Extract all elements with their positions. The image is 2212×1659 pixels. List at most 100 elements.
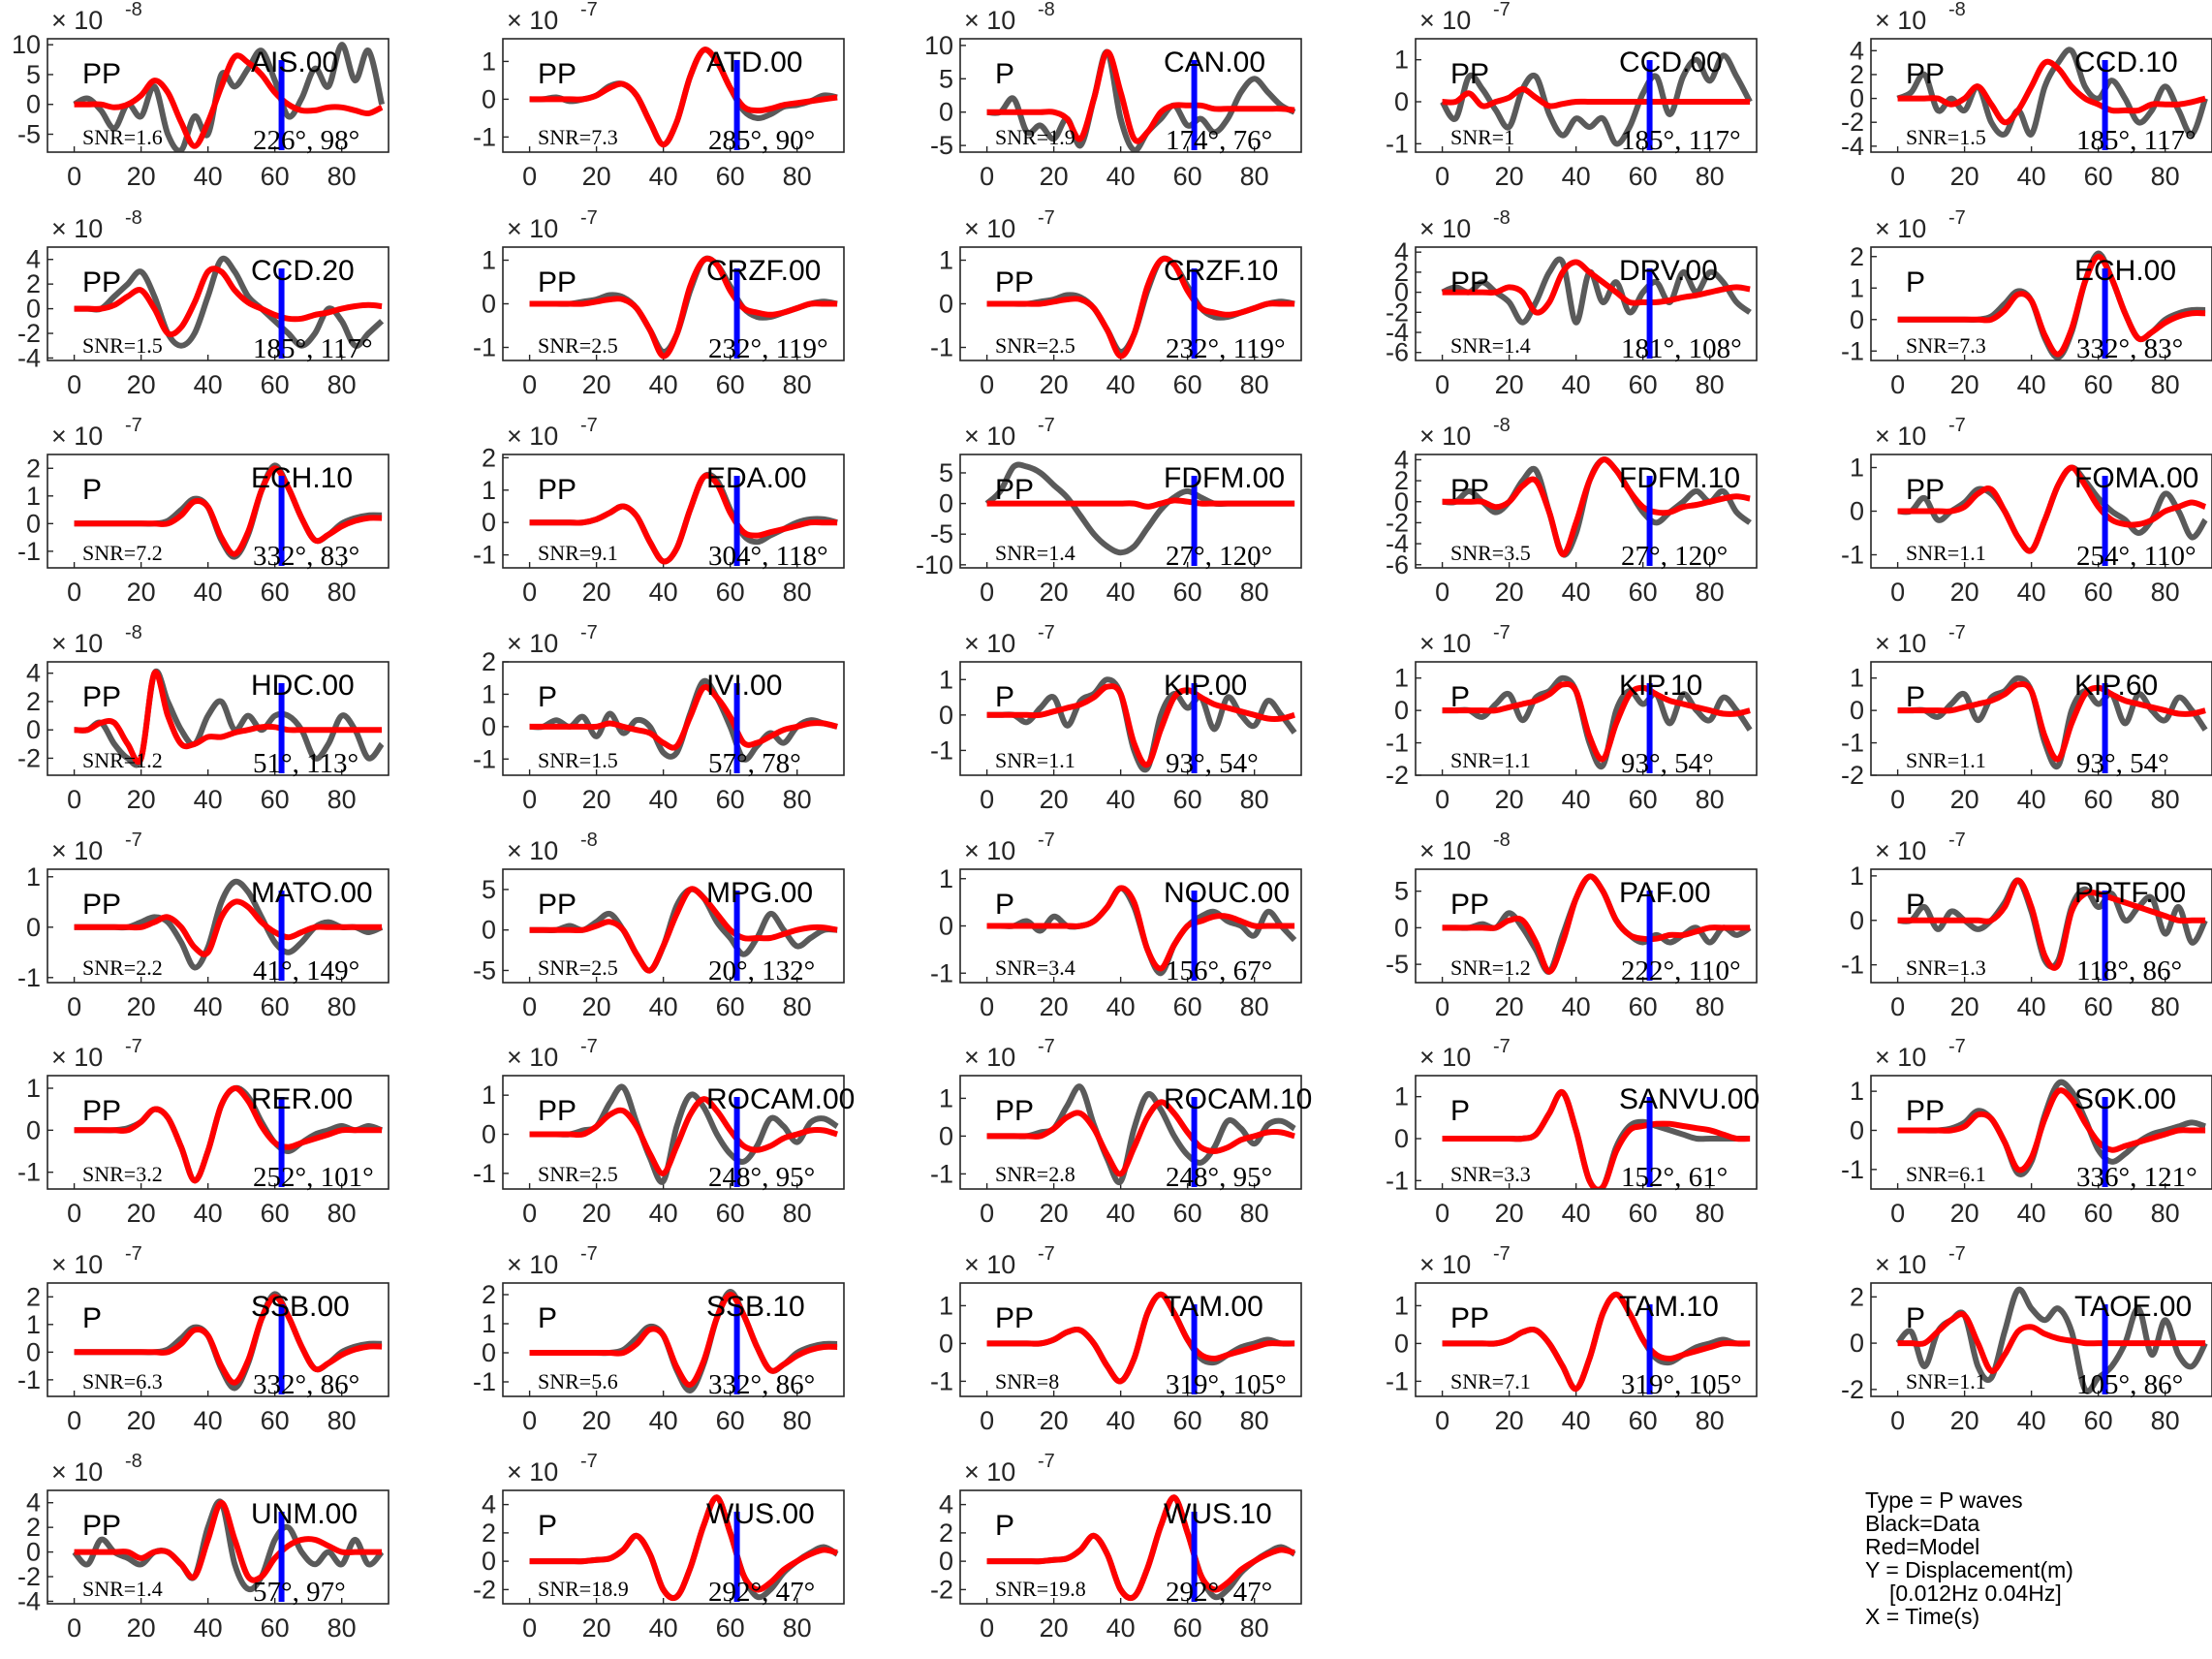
x-tick-label: 0 <box>1890 1406 1905 1435</box>
x-tick-label: 40 <box>194 785 223 814</box>
y-tick-label: 2 <box>1394 258 1409 287</box>
azimuth-label: 181°, 108° <box>1621 333 1742 364</box>
trace-group <box>1440 52 1753 147</box>
x-tick-label: 20 <box>127 1613 156 1643</box>
x-tick-label: 0 <box>522 578 537 607</box>
station-label: ECH.10 <box>251 462 353 494</box>
snr-label: SNR=9.1 <box>538 541 618 565</box>
x-tick-label: 0 <box>980 578 994 607</box>
snr-label: SNR=2.5 <box>538 955 618 980</box>
snr-label: SNR=6.1 <box>1906 1162 1986 1186</box>
y-tick-label: 4 <box>26 1488 41 1518</box>
x-tick-label: 80 <box>327 162 357 191</box>
station-label: ROCAM.00 <box>706 1083 855 1115</box>
axis-exponent-power: -8 <box>1948 0 1966 20</box>
y-tick-label: -1 <box>930 1366 953 1395</box>
x-tick-label: 60 <box>1629 370 1658 399</box>
axis-frame <box>959 454 1302 569</box>
axis-exponent-power: -8 <box>125 622 142 643</box>
x-tick-label: 20 <box>1495 578 1524 607</box>
y-tick-label: 0 <box>1850 1329 1864 1358</box>
snr-label: SNR=3.5 <box>1450 541 1531 565</box>
y-tick-label: 0 <box>1394 696 1409 725</box>
y-tick-label: 1 <box>939 665 953 694</box>
y-tick-label: 1 <box>482 679 496 708</box>
phase-label: P <box>995 58 1014 90</box>
phase-label: P <box>995 1510 1014 1542</box>
station-label: UNM.00 <box>251 1498 358 1530</box>
y-tick-label: -1 <box>17 1365 41 1394</box>
model-trace <box>1897 877 2206 971</box>
x-tick-label: 80 <box>783 1406 812 1435</box>
y-tick-label: 0 <box>1394 87 1409 116</box>
data-trace <box>986 48 1296 152</box>
x-tick-label: 60 <box>2084 785 2113 814</box>
y-tick-label: 1 <box>26 1074 41 1103</box>
x-tick-label: 80 <box>1696 578 1725 607</box>
phase-label: PP <box>1906 474 1945 506</box>
station-label: WUS.10 <box>1164 1498 1272 1530</box>
x-tick-label: 20 <box>1950 1406 1979 1435</box>
x-tick-label: 60 <box>1173 1199 1202 1228</box>
x-tick-label: 60 <box>1629 992 1658 1021</box>
x-tick-label: 20 <box>1950 370 1979 399</box>
y-tick-label: 5 <box>939 458 953 487</box>
y-tick-label: 0 <box>482 1547 496 1576</box>
x-tick-label: 40 <box>194 1613 223 1643</box>
x-tick-label: 60 <box>2084 370 2113 399</box>
phase-label: P <box>995 889 1014 921</box>
waveform-panel: 0 20 40 60 80 1 0 -1 × 10 -7 PP CRZF.10 SNR=2.5 232°,… <box>930 207 1302 399</box>
x-tick-label: 0 <box>522 1406 537 1435</box>
y-tick-label: 4 <box>26 245 41 274</box>
trace-group <box>1897 674 2208 770</box>
x-tick-label: 40 <box>1562 785 1591 814</box>
axis-exponent-power: -7 <box>1948 1036 1966 1057</box>
x-tick-label: 80 <box>2151 162 2180 191</box>
station-label: SANVU.00 <box>1619 1083 1760 1115</box>
snr-label: SNR=3.4 <box>995 955 1075 980</box>
y-tick-label: 0 <box>1394 487 1409 516</box>
model-trace <box>986 1494 1295 1602</box>
x-tick-label: 0 <box>522 992 537 1021</box>
station-label: CAN.00 <box>1164 47 1265 78</box>
model-trace <box>74 898 383 957</box>
azimuth-label: 285°, 90° <box>708 125 815 156</box>
station-label: RER.00 <box>251 1083 353 1115</box>
azimuth-label: 174°, 76° <box>1166 125 1272 156</box>
x-tick-label: 80 <box>1696 1199 1725 1228</box>
axis-frame <box>1415 38 1758 153</box>
axis-frame <box>959 1075 1302 1190</box>
y-tick-label: -2 <box>1386 297 1409 327</box>
trace-group <box>986 48 1296 152</box>
axis-frame <box>1415 1282 1758 1397</box>
azimuth-label: 252°, 101° <box>253 1162 374 1193</box>
axis-exponent: × 10 <box>1875 836 1926 865</box>
x-tick-label: 0 <box>67 1406 81 1435</box>
axis-exponent: × 10 <box>1875 629 1926 658</box>
x-tick-label: 60 <box>2084 1199 2113 1228</box>
y-tick-label: -4 <box>1386 318 1409 347</box>
y-tick-label: 0 <box>1394 1329 1409 1358</box>
x-tick-label: 80 <box>783 578 812 607</box>
axis-exponent-power: -7 <box>1038 207 1055 229</box>
trace-group <box>1442 1291 1751 1393</box>
x-tick-label: 60 <box>261 1406 290 1435</box>
axis-exponent: × 10 <box>507 836 558 865</box>
x-tick-label: 0 <box>522 1199 537 1228</box>
phase-label: P <box>1906 681 1925 713</box>
x-tick-label: 60 <box>261 578 290 607</box>
x-tick-label: 0 <box>522 162 537 191</box>
axis-exponent-power: -7 <box>1948 415 1966 436</box>
azimuth-label: 232°, 119° <box>708 333 828 364</box>
trace-group <box>529 677 838 763</box>
x-tick-label: 80 <box>783 785 812 814</box>
x-tick-label: 40 <box>649 992 678 1021</box>
model-trace <box>529 886 838 974</box>
snr-label: SNR=2.5 <box>995 333 1075 358</box>
station-label: TAM.10 <box>1619 1291 1719 1323</box>
axis-exponent-power: -8 <box>1493 207 1511 229</box>
x-tick-label: 40 <box>649 1406 678 1435</box>
y-tick-label: 1 <box>482 1080 496 1110</box>
axis-exponent: × 10 <box>964 629 1015 658</box>
